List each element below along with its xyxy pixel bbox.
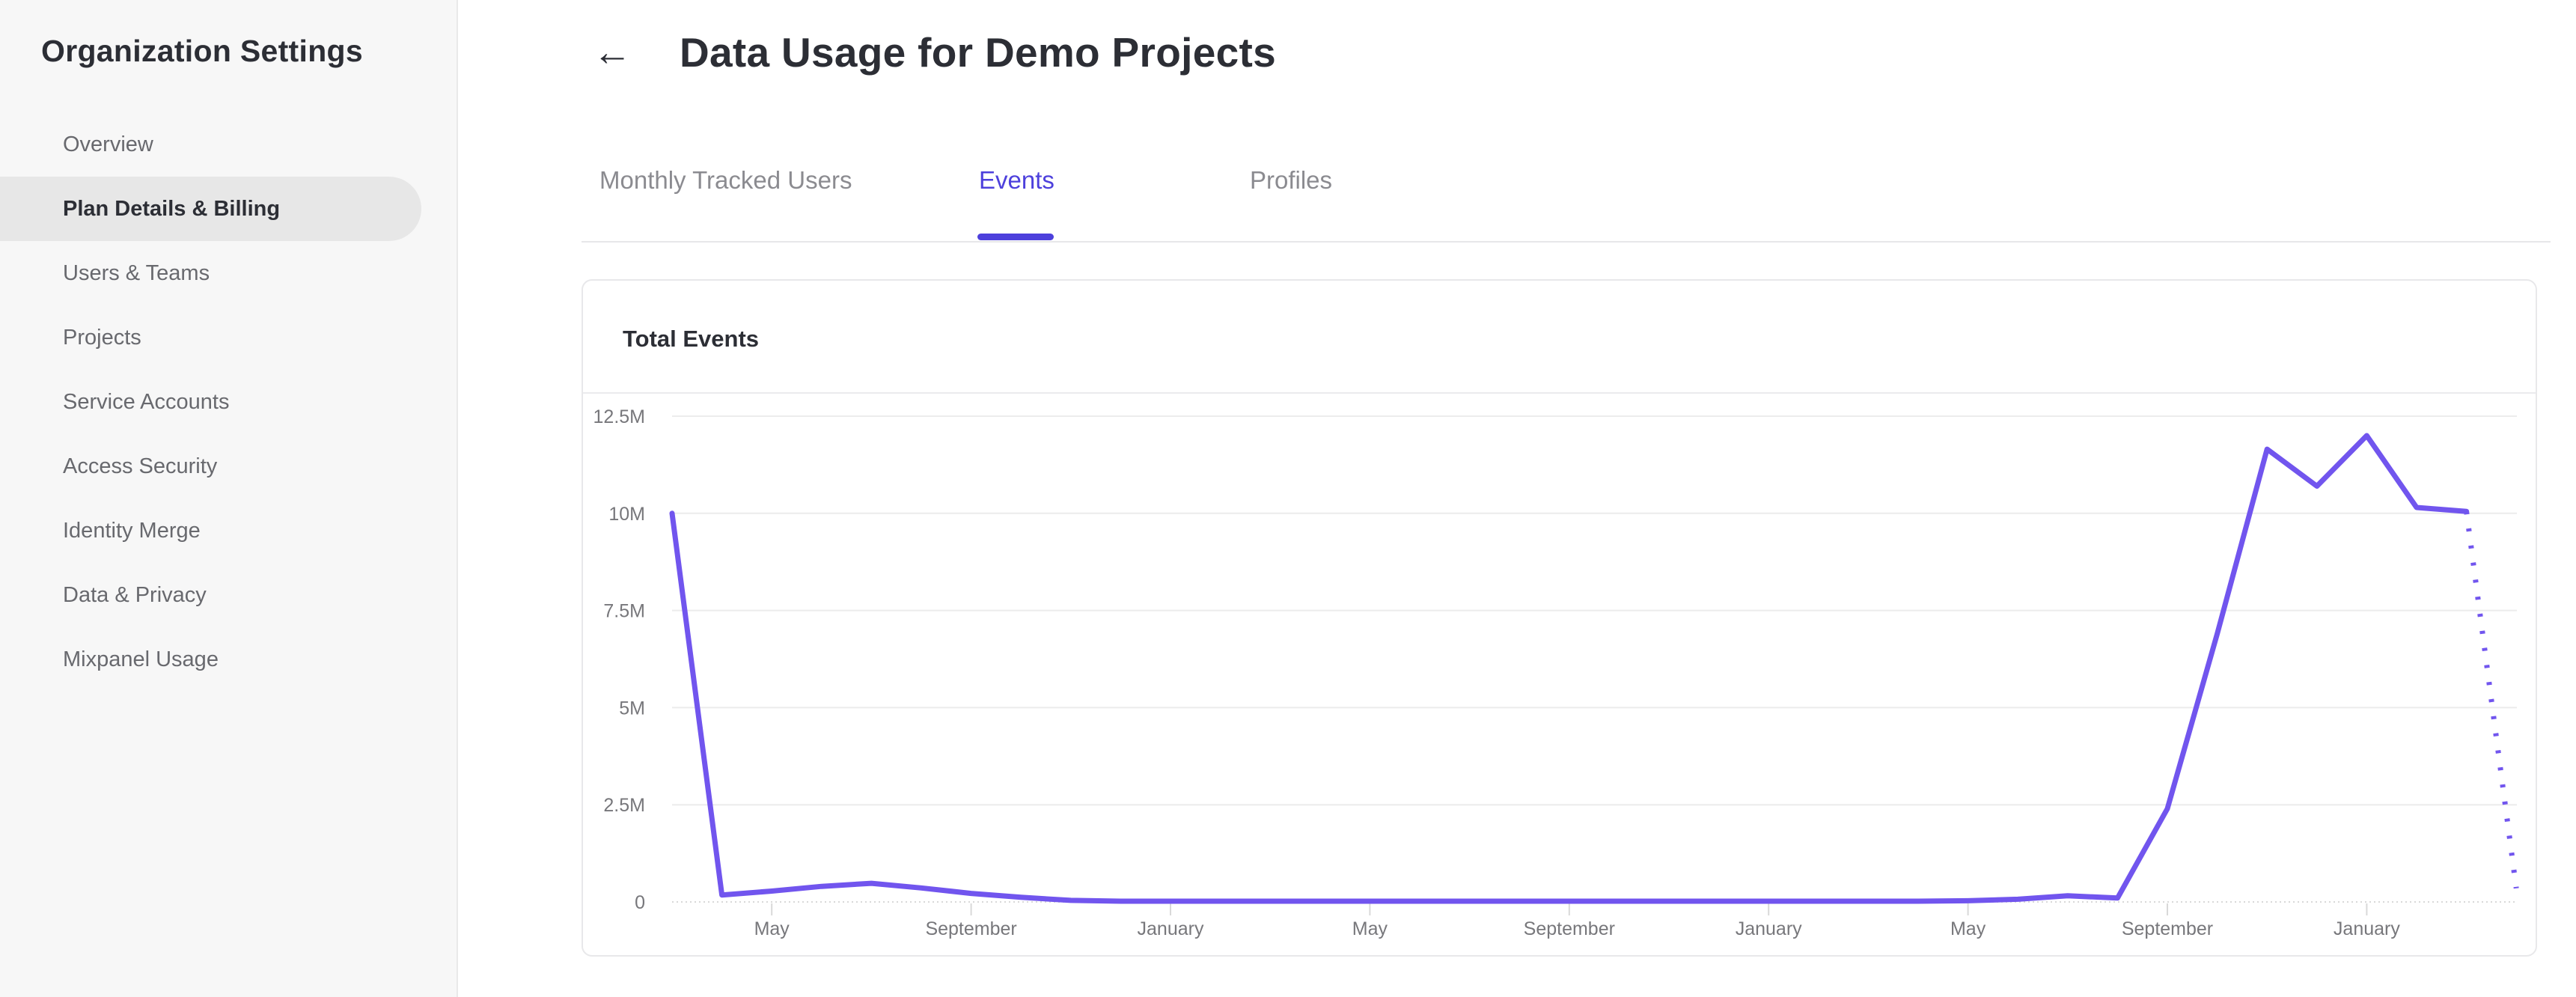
sidebar-item-overview[interactable]: Overview	[63, 132, 153, 156]
x-axis-label: January	[1138, 918, 1204, 939]
sidebar-item-plan-details-billing[interactable]: Plan Details & Billing	[0, 177, 421, 241]
sidebar-nav: Overview Plan Details & Billing Users & …	[0, 112, 457, 692]
card-title: Total Events	[623, 326, 760, 352]
y-axis-label: 10M	[608, 504, 645, 525]
x-axis-label: January	[1736, 918, 1802, 939]
page-title: Data Usage for Demo Projects	[680, 29, 1276, 76]
x-axis-label: September	[1524, 918, 1615, 939]
sidebar-title: Organization Settings	[41, 34, 363, 68]
sidebar-item-access-security[interactable]: Access Security	[63, 454, 218, 478]
total-events-card: Total Events 0 2.5M 5M 7.5M 10M 12.5M May Septe…	[582, 279, 2537, 957]
total-events-chart[interactable]: 0 2.5M 5M 7.5M 10M 12.5M May September January Ma…	[583, 394, 2536, 955]
y-axis-label: 0	[635, 892, 645, 913]
sidebar: Organization Settings Overview Plan Deta…	[0, 0, 458, 997]
sidebar-item-service-accounts[interactable]: Service Accounts	[63, 389, 230, 414]
y-axis-label: 5M	[619, 698, 645, 719]
tab-profiles[interactable]: Profiles	[1250, 166, 1333, 194]
back-arrow-icon: ←	[593, 31, 632, 74]
x-axis-label: January	[2334, 918, 2400, 939]
sidebar-item-data-privacy[interactable]: Data & Privacy	[63, 582, 207, 607]
y-axis-label: 2.5M	[603, 795, 645, 816]
x-axis-label: September	[925, 918, 1016, 939]
y-axis-label: 12.5M	[593, 406, 645, 427]
events-projection-dotted-line	[2464, 510, 2519, 889]
sidebar-item-identity-merge[interactable]: Identity Merge	[63, 518, 201, 543]
tab-events[interactable]: Events	[979, 166, 1054, 194]
data-usage-tabs: Monthly Tracked Users Events Profiles	[582, 150, 2551, 243]
card-header: Total Events	[583, 281, 2536, 394]
x-axis-label: May	[1352, 918, 1388, 939]
events-line	[669, 433, 2470, 904]
sidebar-item-mixpanel-usage[interactable]: Mixpanel Usage	[63, 647, 219, 671]
tab-monthly-tracked-users[interactable]: Monthly Tracked Users	[599, 166, 852, 194]
x-axis-label: September	[2122, 918, 2213, 939]
sidebar-item-users-teams[interactable]: Users & Teams	[63, 260, 210, 285]
x-axis-label: May	[754, 918, 790, 939]
y-axis-label: 7.5M	[603, 601, 645, 622]
active-tab-indicator	[977, 234, 1054, 240]
back-button[interactable]: ←	[588, 28, 636, 76]
sidebar-item-projects[interactable]: Projects	[63, 325, 141, 350]
x-axis-label: May	[1950, 918, 1986, 939]
